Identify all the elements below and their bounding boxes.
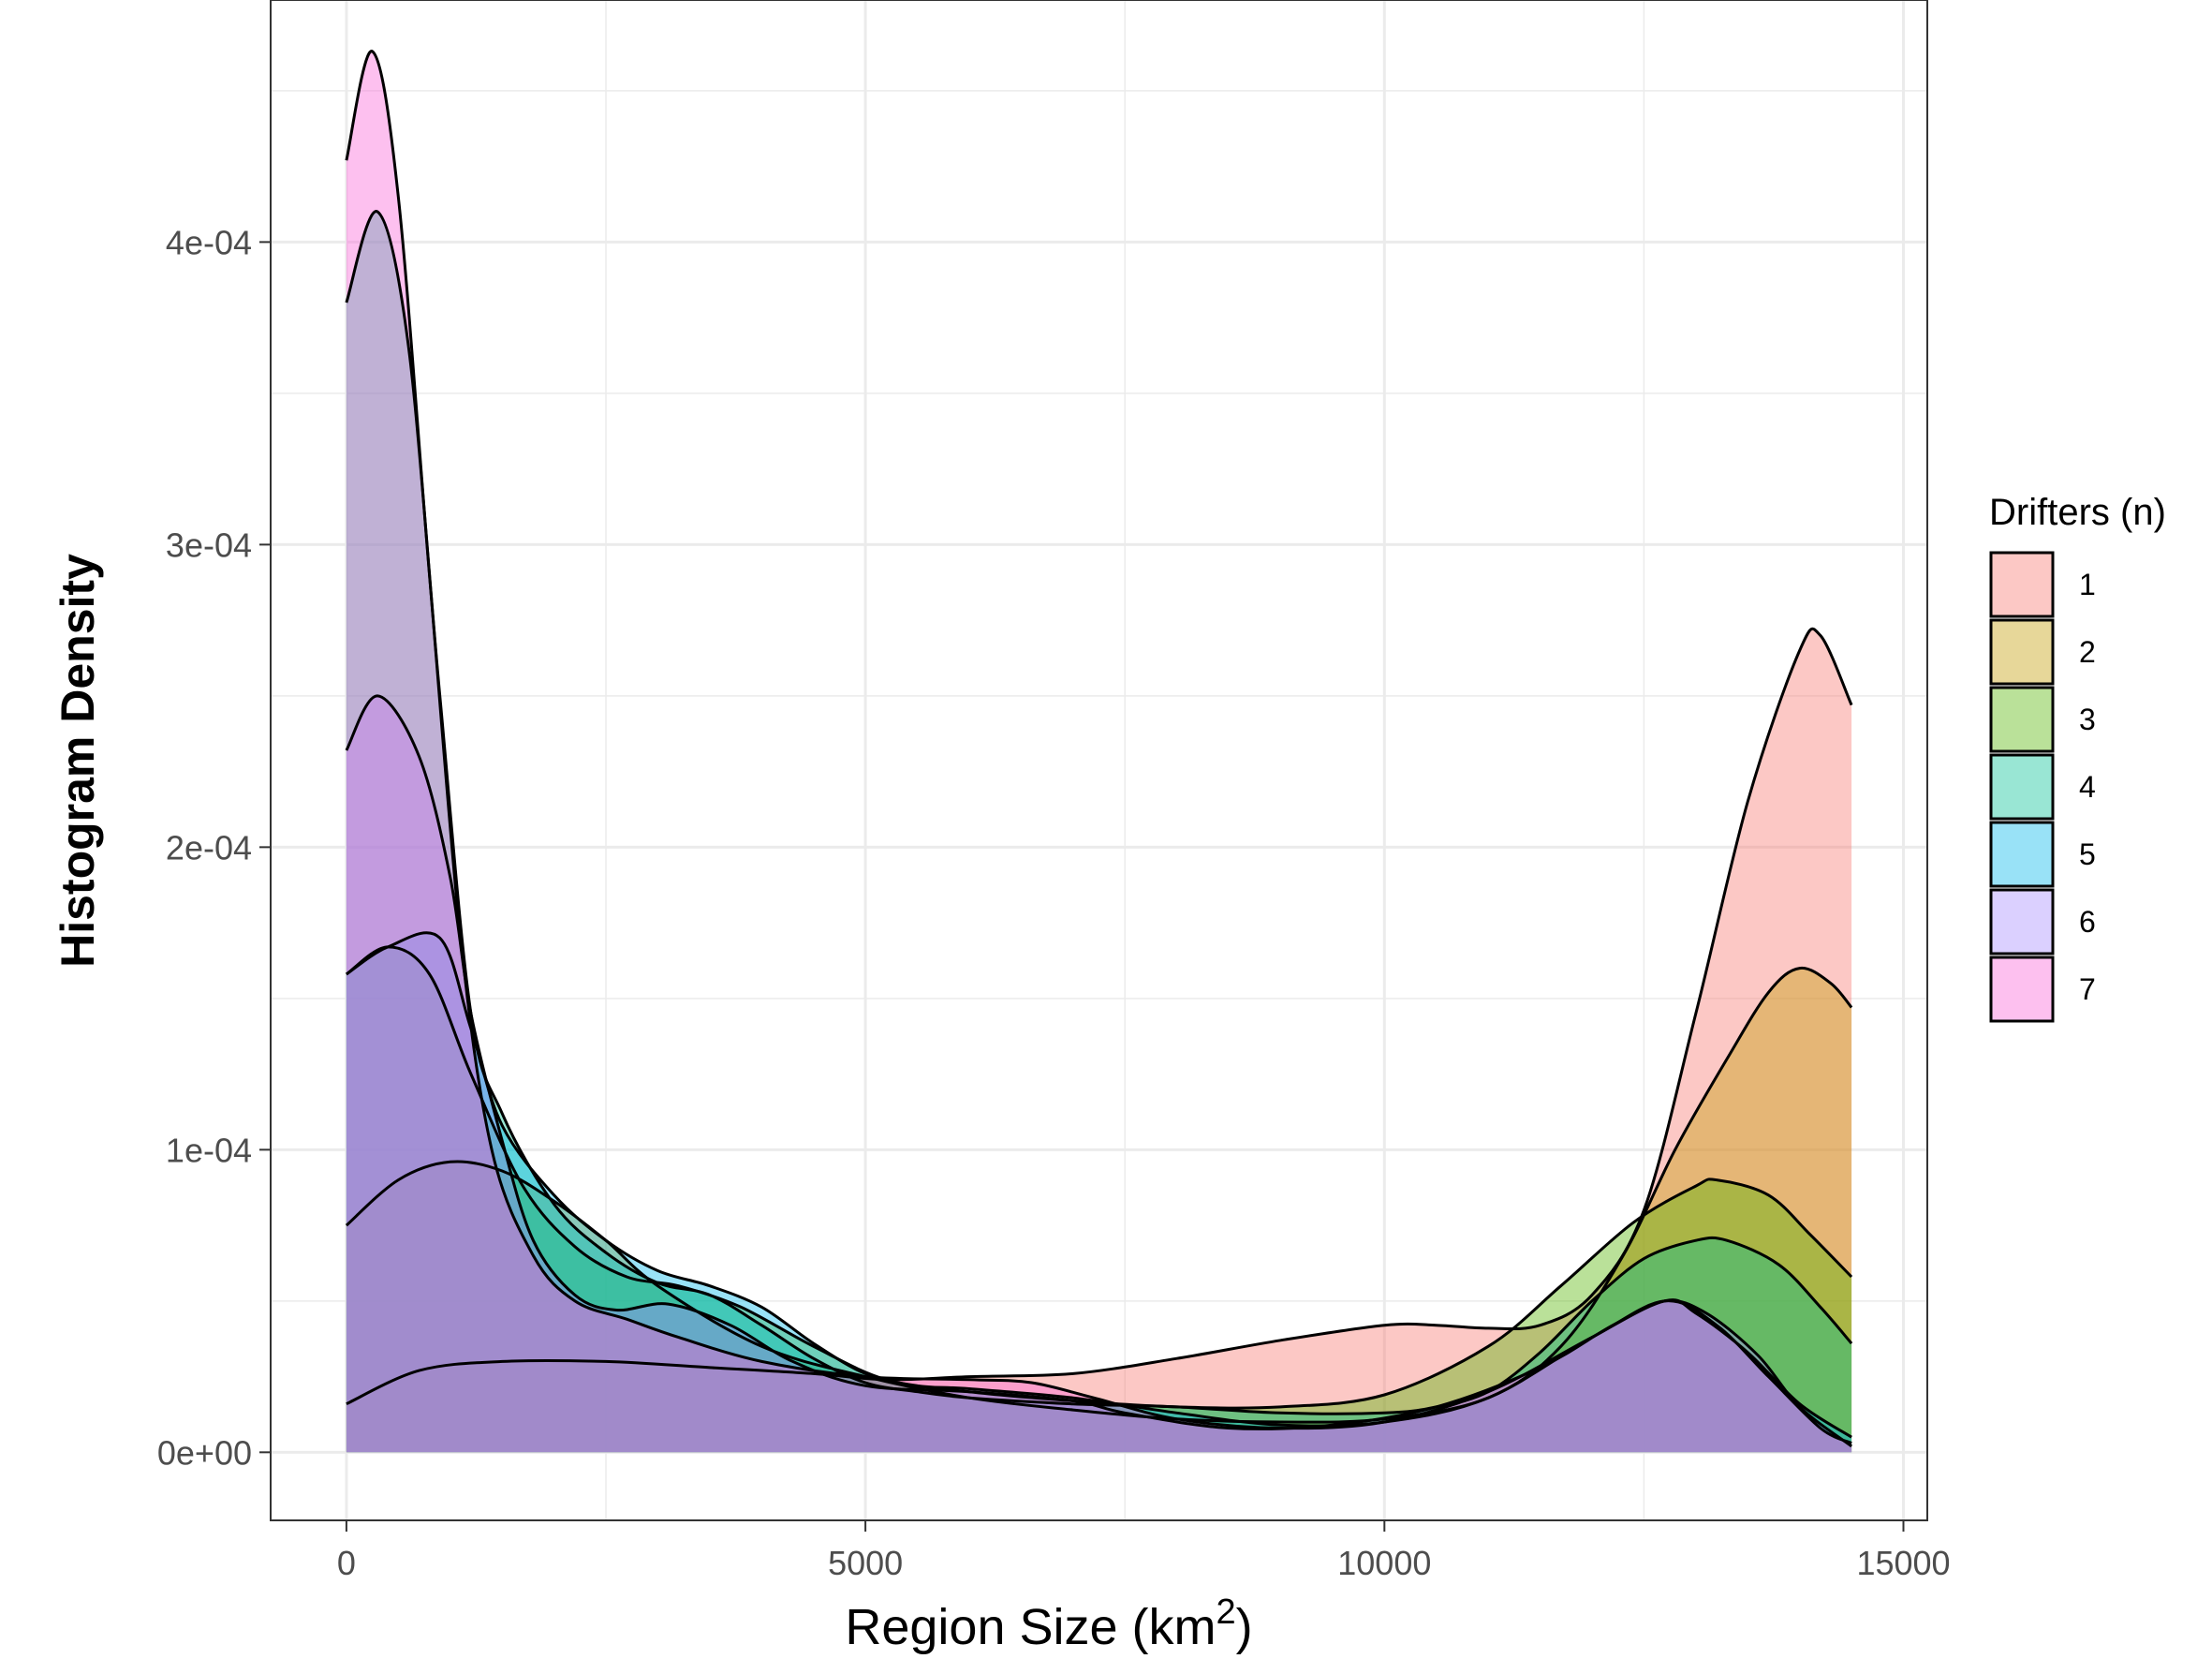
legend-key-2 (1989, 618, 2055, 686)
x-axis-title: Region Size (km2) (845, 1592, 1252, 1655)
plot-panel-background (271, 0, 1927, 1520)
legend-label-4: 4 (2079, 770, 2096, 804)
y-tick-label: 0e+00 (157, 1433, 252, 1472)
legend-items: 1 2 3 4 5 6 7 (1989, 551, 2096, 1023)
density-area-2 (346, 968, 1852, 1453)
legend-key-3 (1989, 686, 2055, 753)
y-tick-label: 2e-04 (166, 828, 252, 867)
x-axis-title-main: Region Size (km (845, 1599, 1216, 1655)
grid-major (271, 0, 1927, 1520)
legend-label-2: 2 (2079, 635, 2096, 669)
density-area-4 (346, 211, 1852, 1453)
legend-label-6: 6 (2079, 905, 2096, 939)
density-outlines (345, 50, 1853, 1448)
legend-label-5: 5 (2079, 837, 2096, 871)
grid-minor (271, 0, 1927, 1520)
density-line-1 (346, 627, 1853, 1406)
y-axis-title: Histogram Density (52, 554, 104, 968)
density-area-6 (346, 695, 1852, 1453)
x-tick-label: 15000 (1856, 1544, 1950, 1582)
y-tick-label: 4e-04 (166, 223, 252, 261)
legend-key-6 (1989, 888, 2055, 955)
legend-key-7 (1989, 955, 2055, 1023)
legend-key-5 (1989, 821, 2055, 888)
density-line-7 (345, 50, 1852, 1444)
legend-key-1 (1989, 551, 2055, 618)
y-tick-label: 1e-04 (166, 1131, 252, 1169)
legend-label-1: 1 (2079, 568, 2096, 601)
legend-key-4 (1989, 753, 2055, 821)
x-tick-label: 5000 (828, 1544, 903, 1582)
density-area-1 (346, 629, 1852, 1453)
legend-title: Drifters (n) (1989, 492, 2166, 533)
x-axis-title-superscript: 2 (1217, 1592, 1236, 1632)
legend-label-3: 3 (2079, 703, 2096, 736)
x-tick-label: 10000 (1337, 1544, 1431, 1582)
x-axis-title-suffix: ) (1236, 1599, 1253, 1655)
y-axis: 0e+00 1e-04 2e-04 3e-04 4e-04 (157, 223, 271, 1472)
x-tick-label: 0 (337, 1544, 356, 1582)
y-tick-label: 3e-04 (166, 526, 252, 564)
legend: Drifters (n) 1 2 3 4 5 6 7 (1989, 492, 2166, 1023)
legend-label-7: 7 (2079, 972, 2096, 1006)
density-area-7 (346, 51, 1852, 1453)
plot-panel-border (270, 0, 1928, 1521)
x-axis: 0 5000 10000 15000 (337, 1520, 1951, 1582)
